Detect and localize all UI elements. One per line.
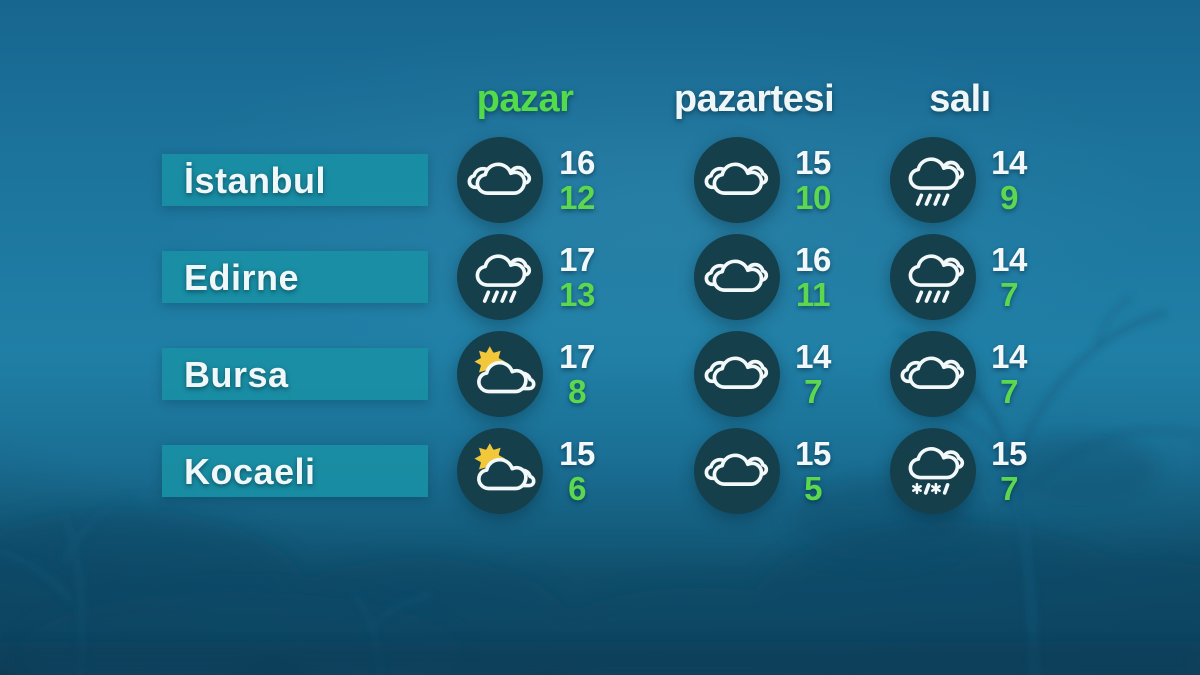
weather-cell bbox=[694, 234, 780, 320]
low-temp: 10 bbox=[795, 179, 831, 216]
cloudy-icon bbox=[704, 453, 769, 486]
temperature-cell: 14 7 bbox=[775, 339, 851, 409]
city-label-kocaeli: Kocaeli bbox=[162, 445, 428, 497]
rain-icon bbox=[475, 254, 532, 303]
day-header-sali: salı bbox=[929, 78, 991, 120]
high-temp: 15 bbox=[795, 435, 831, 472]
city-label-edirne: Edirne bbox=[162, 251, 428, 303]
temperature-cell: 16 12 bbox=[539, 145, 615, 215]
weather-cell bbox=[694, 137, 780, 223]
partly-sunny-icon bbox=[472, 441, 536, 491]
weather-cell bbox=[890, 234, 976, 320]
city-name: İstanbul bbox=[184, 160, 327, 201]
weather-cell bbox=[890, 428, 976, 514]
rain-icon bbox=[908, 254, 965, 303]
city-label-bursa: Bursa bbox=[162, 348, 428, 400]
low-temp: 7 bbox=[804, 373, 822, 410]
partly-sunny-icon bbox=[472, 344, 536, 394]
city-label-istanbul: İstanbul bbox=[162, 154, 428, 206]
temperature-cell: 17 13 bbox=[539, 242, 615, 312]
low-temp: 6 bbox=[568, 470, 586, 507]
cloudy-icon bbox=[704, 259, 769, 292]
high-temp: 16 bbox=[795, 241, 831, 278]
weather-cell bbox=[694, 428, 780, 514]
cloudy-icon bbox=[704, 356, 769, 389]
low-temp: 7 bbox=[1000, 470, 1018, 507]
rain-icon bbox=[908, 157, 965, 206]
temperature-cell: 16 11 bbox=[775, 242, 851, 312]
low-temp: 11 bbox=[796, 276, 830, 313]
high-temp: 15 bbox=[991, 435, 1027, 472]
temperature-cell: 15 7 bbox=[971, 436, 1047, 506]
low-temp: 5 bbox=[804, 470, 822, 507]
high-temp: 14 bbox=[991, 338, 1027, 375]
high-temp: 14 bbox=[795, 338, 831, 375]
weather-cell bbox=[890, 331, 976, 417]
low-temp: 8 bbox=[568, 373, 586, 410]
temperature-cell: 14 7 bbox=[971, 339, 1047, 409]
city-name: Bursa bbox=[184, 354, 289, 395]
low-temp: 7 bbox=[1000, 276, 1018, 313]
city-name: Edirne bbox=[184, 257, 300, 298]
weather-cell bbox=[694, 331, 780, 417]
low-temp: 7 bbox=[1000, 373, 1018, 410]
sleet-icon bbox=[908, 446, 965, 495]
high-temp: 16 bbox=[559, 144, 595, 181]
day-header-pazar: pazar bbox=[476, 78, 574, 120]
low-temp: 9 bbox=[1000, 179, 1018, 216]
cloudy-icon bbox=[900, 356, 965, 389]
high-temp: 14 bbox=[991, 241, 1027, 278]
temperature-cell: 15 5 bbox=[775, 436, 851, 506]
temperature-cell: 14 7 bbox=[971, 242, 1047, 312]
weather-cell bbox=[890, 137, 976, 223]
high-temp: 14 bbox=[991, 144, 1027, 181]
weather-cell bbox=[457, 234, 543, 320]
high-temp: 15 bbox=[559, 435, 595, 472]
temperature-cell: 15 10 bbox=[775, 145, 851, 215]
low-temp: 13 bbox=[559, 276, 595, 313]
weather-cell bbox=[457, 428, 543, 514]
low-temp: 12 bbox=[559, 179, 595, 216]
temperature-cell: 17 8 bbox=[539, 339, 615, 409]
temperature-cell: 15 6 bbox=[539, 436, 615, 506]
temperature-cell: 14 9 bbox=[971, 145, 1047, 215]
high-temp: 17 bbox=[559, 338, 595, 375]
high-temp: 17 bbox=[559, 241, 595, 278]
weather-cell bbox=[457, 137, 543, 223]
high-temp: 15 bbox=[795, 144, 831, 181]
weather-cell bbox=[457, 331, 543, 417]
city-name: Kocaeli bbox=[184, 451, 316, 492]
cloudy-icon bbox=[704, 162, 769, 195]
cloudy-icon bbox=[467, 162, 532, 195]
day-header-pazartesi: pazartesi bbox=[673, 78, 835, 120]
